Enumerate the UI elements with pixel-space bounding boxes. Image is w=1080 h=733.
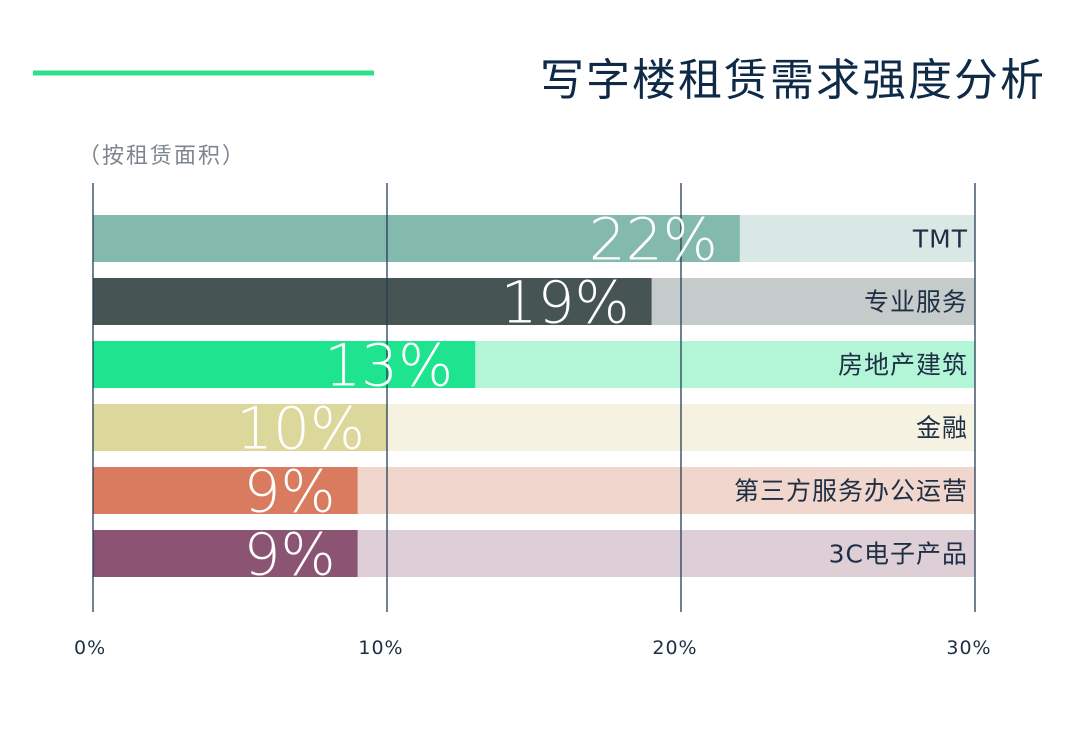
bar <box>93 467 358 514</box>
bar <box>93 404 387 451</box>
x-tick-label: 20% <box>652 637 697 659</box>
bar <box>93 215 740 262</box>
category-label: 专业服务 <box>864 288 968 317</box>
category-label: 金融 <box>916 414 968 443</box>
chart-title: 写字楼租赁需求强度分析 <box>540 55 1046 106</box>
data-label: 9% <box>244 521 336 589</box>
x-tick-label: 10% <box>358 637 403 659</box>
x-tick-label: 30% <box>946 637 991 659</box>
category-label: 房地产建筑 <box>838 351 968 380</box>
data-label: 19% <box>501 269 630 337</box>
data-label: 22% <box>589 206 718 274</box>
category-label: TMT <box>912 225 968 254</box>
chart-subtitle: （按租赁面积） <box>78 144 246 169</box>
data-label: 9% <box>244 458 336 526</box>
x-tick-label: 0% <box>74 637 106 659</box>
bar <box>93 530 358 577</box>
bar <box>93 341 476 388</box>
category-label: 3C电子产品 <box>829 540 968 569</box>
data-label: 10% <box>236 395 365 463</box>
category-label: 第三方服务办公运营 <box>734 477 968 506</box>
bar <box>93 278 652 325</box>
data-label: 13% <box>324 332 453 400</box>
